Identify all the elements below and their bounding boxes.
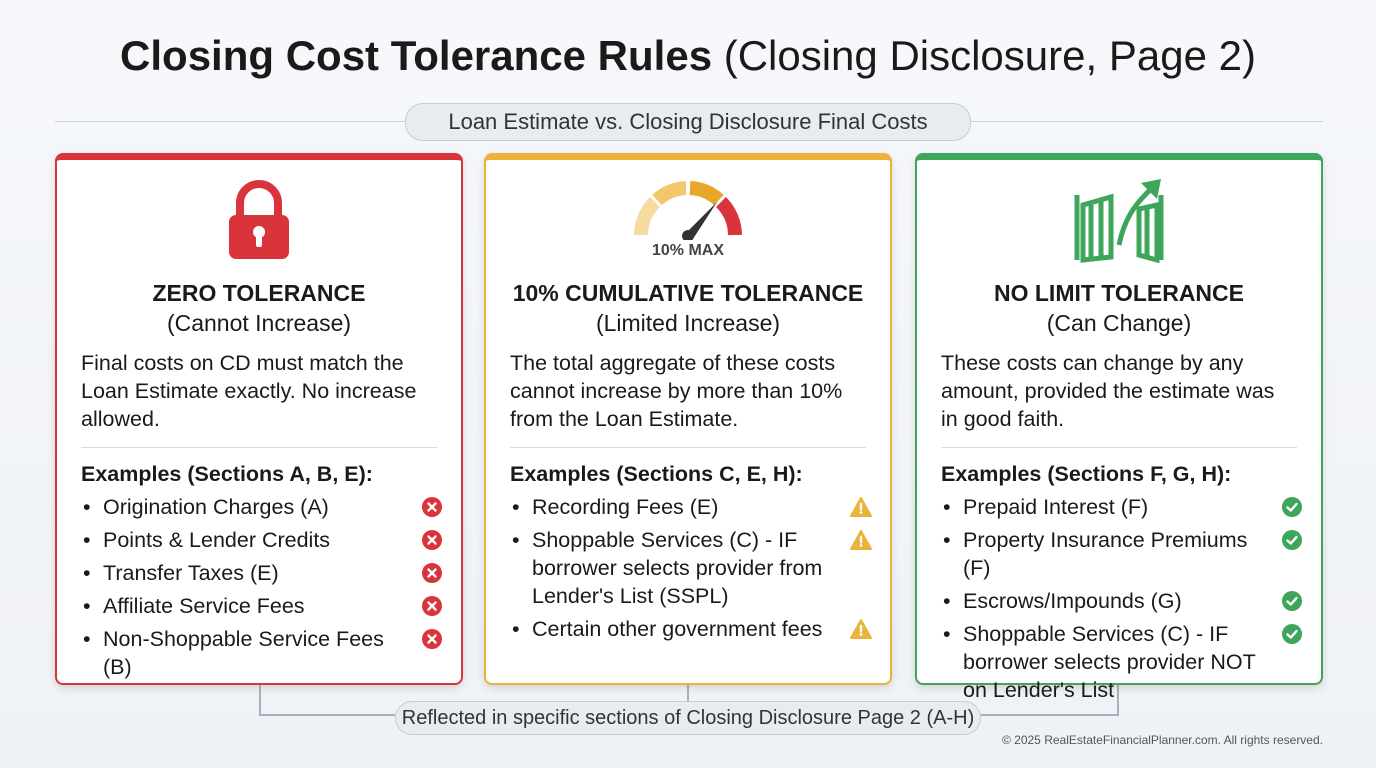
examples-title: Examples (Sections F, G, H): [941,462,1232,486]
card-subheading: (Limited Increase) [595,310,781,336]
example-item: Affiliate Service Fees [81,592,442,620]
example-item: Prepaid Interest (F) [941,493,1302,521]
title: Closing Cost Tolerance Rules (Closing Di… [0,32,1376,80]
card: NO LIMIT TOLERANCE (Can Change) These co… [915,153,1323,702]
copyright: © 2025 RealEstateFinancialPlanner.com. A… [1001,733,1323,747]
card-heading: ZERO TOLERANCE [152,280,366,306]
icon-label: 10% MAX [651,242,725,259]
lock-icon [229,180,289,259]
example-text: Escrows/Impounds (G) [963,589,1182,613]
example-item: Recording Fees (E) [510,493,872,521]
example-text: Origination Charges (A) [103,495,329,519]
example-item: Shoppable Services (C) - IF borrower sel… [510,526,872,610]
example-text: Shoppable Services (C) - IF borrower sel… [532,528,823,608]
title-rest: (Closing Disclosure, Page 2) [723,32,1256,79]
example-item: Origination Charges (A) [81,493,442,521]
x-icon [422,629,442,649]
examples-title: Examples (Sections A, B, E): [81,462,373,486]
footer-note: Reflected in specific sections of Closin… [395,701,981,735]
examples-title: Examples (Sections C, E, H): [510,462,803,486]
examples-list: Recording Fees (E) Shoppable Services (C)… [510,493,872,643]
examples-list: Prepaid Interest (F) Property Insurance P… [941,493,1302,704]
check-icon [1282,530,1302,550]
warning-icon [850,530,872,550]
example-text: Transfer Taxes (E) [103,561,279,585]
check-icon [1282,497,1302,517]
example-item: Shoppable Services (C) - IF borrower sel… [941,620,1302,704]
gauge-icon [634,181,742,240]
warning-icon [850,619,872,639]
example-item: Non-Shoppable Service Fees (B) [81,625,442,681]
example-text: Affiliate Service Fees [103,594,305,618]
card: ZERO TOLERANCE (Cannot Increase) Final c… [55,153,463,685]
card-subheading: (Can Change) [1046,310,1192,336]
subtitle: Loan Estimate vs. Closing Disclosure Fin… [405,103,971,141]
card-description: The total aggregate of these costs canno… [510,351,843,431]
x-icon [422,530,442,550]
check-icon [1282,591,1302,611]
x-icon [422,563,442,583]
card-heading: NO LIMIT TOLERANCE [993,280,1244,306]
separator [81,447,437,448]
warning-icon [850,497,872,517]
example-item: Points & Lender Credits [81,526,442,554]
example-text: Shoppable Services (C) - IF borrower sel… [963,622,1256,702]
example-text: Certain other government fees [532,617,823,641]
example-item: Transfer Taxes (E) [81,559,442,587]
card-description: These costs can change by any amount, pr… [941,351,1275,431]
check-icon [1282,624,1302,644]
example-item: Property Insurance Premiums (F) [941,526,1302,582]
examples-list: Origination Charges (A) Points & Lender C… [81,493,442,681]
example-item: Escrows/Impounds (G) [941,587,1302,615]
gate-icon [1074,179,1164,264]
card-subheading: (Cannot Increase) [166,310,352,336]
icon [81,160,437,280]
card-heading: 10% CUMULATIVE TOLERANCE [512,280,864,306]
example-text: Points & Lender Credits [103,528,331,552]
x-icon [422,596,442,616]
example-text: Recording Fees (E) [532,495,719,519]
example-text: Prepaid Interest (F) [963,495,1149,519]
separator [941,447,1297,448]
icon [941,160,1297,280]
x-icon [422,497,442,517]
example-text: Property Insurance Premiums (F) [963,528,1248,580]
separator [510,447,866,448]
card: 10% MAX 10% CUMULATIVE TOLERANCE (Limite… [484,153,892,685]
example-text: Non-Shoppable Service Fees (B) [103,627,384,679]
card-description: Final costs on CD must match the Loan Es… [81,351,417,431]
icon: 10% MAX [510,160,866,280]
example-item: Certain other government fees [510,615,872,643]
title-bold: Closing Cost Tolerance Rules [120,32,713,79]
